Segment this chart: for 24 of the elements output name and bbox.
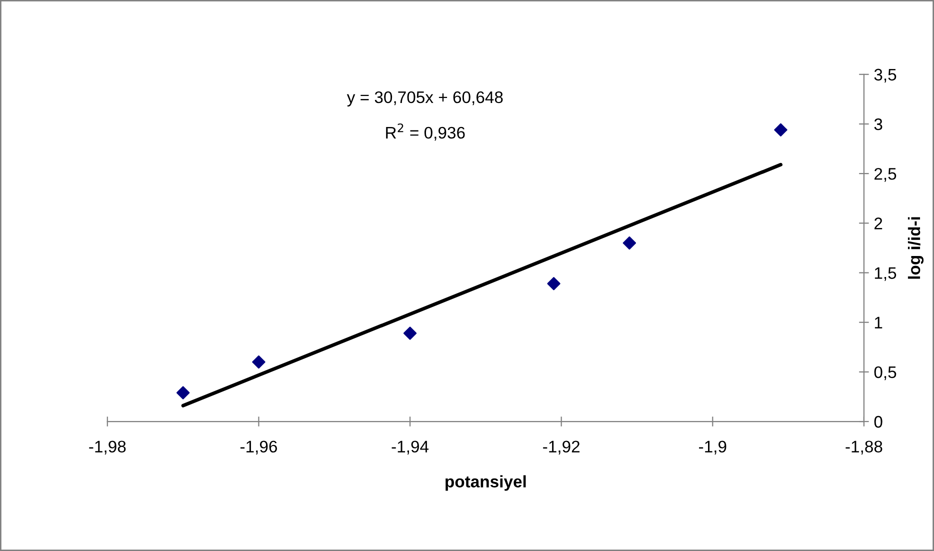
- point: [622, 236, 636, 250]
- y-tick-label: 0,5: [874, 366, 896, 380]
- x-tick-label: -1,94: [392, 440, 429, 454]
- x-tick-label: -1,9: [699, 440, 726, 454]
- x-tick-label: -1,88: [846, 440, 882, 454]
- y-tick-label: 3,5: [874, 68, 896, 83]
- y-axis-title: log i/id-i: [908, 217, 924, 279]
- y-tick-label: 1: [874, 316, 882, 328]
- point: [774, 123, 788, 137]
- y-tick-label: 3: [874, 118, 882, 130]
- x-tick-label: -1,96: [240, 440, 277, 454]
- y-tick-label: 1,5: [874, 267, 896, 281]
- y-tick-label: 2: [874, 218, 882, 230]
- y-tick-label: 0: [874, 416, 882, 428]
- x-tick-label: -1,92: [543, 440, 580, 454]
- annotation: R$^{2}$ = 0,936: [386, 123, 465, 141]
- point: [403, 326, 417, 340]
- point: [176, 386, 190, 400]
- annotation: y = 30,705x + 60,648: [346, 91, 503, 106]
- x-axis-title: potansiyel: [446, 475, 526, 491]
- point: [252, 355, 266, 369]
- y-tick-label: 2,5: [874, 168, 896, 182]
- point: [547, 277, 560, 290]
- x-tick-label: -1,98: [89, 440, 126, 454]
